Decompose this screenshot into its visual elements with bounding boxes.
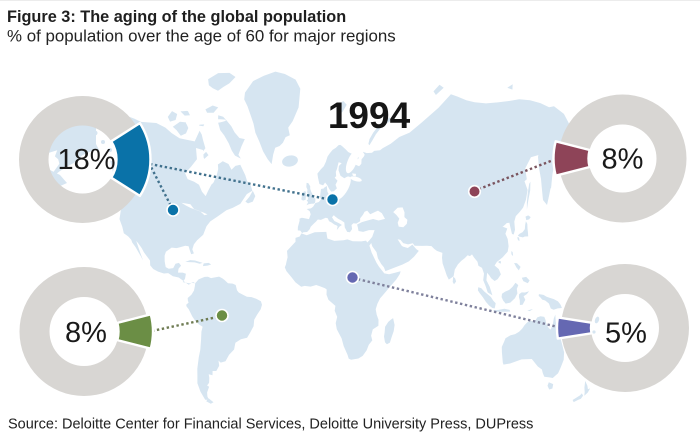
svg-text:Source: Deloitte Center for Fi: Source: Deloitte Center for Financial Se… xyxy=(8,417,533,433)
svg-text:1994: 1994 xyxy=(328,95,411,136)
svg-text:18%: 18% xyxy=(57,144,115,176)
svg-text:Figure 3: The aging of the glo: Figure 3: The aging of the global popula… xyxy=(7,8,346,26)
svg-text:% of population over the age o: % of population over the age of 60 for m… xyxy=(7,27,396,46)
svg-text:5%: 5% xyxy=(605,318,647,350)
svg-text:8%: 8% xyxy=(65,317,107,349)
svg-text:8%: 8% xyxy=(602,143,644,175)
